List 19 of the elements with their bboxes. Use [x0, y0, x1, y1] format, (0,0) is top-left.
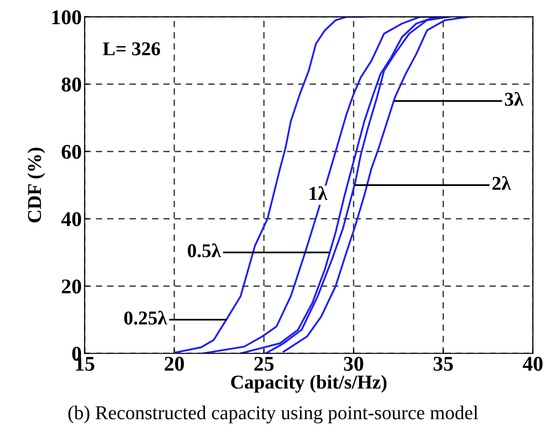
y-tick-label: 80 — [62, 78, 82, 92]
x-tick-label: 20 — [164, 356, 184, 371]
y-tick-label: 60 — [62, 144, 82, 159]
y-tick-label: 40 — [61, 212, 82, 226]
y-tick-label: 20 — [62, 279, 82, 294]
x-tick-label: 30 — [344, 356, 364, 371]
annotation: 2λ — [492, 176, 511, 190]
x-tick-label: 40 — [522, 356, 543, 371]
annotation: 3λ — [504, 92, 524, 106]
x-tick-label: 35 — [434, 356, 453, 371]
x-axis-title: Capacity (bit/s/Hz) — [231, 375, 386, 393]
annotation: 1λ — [310, 186, 328, 200]
y-axis-title: CDF (%) — [27, 148, 46, 222]
text: (b) Reconstructed capacity using point-source model — [68, 406, 478, 424]
x-tick-label: 25 — [254, 356, 274, 371]
annotation: L= 326 — [102, 42, 160, 56]
annotation: 0.25λ — [124, 310, 168, 325]
y-tick-label: 100 — [52, 10, 82, 24]
annotation: 0.5λ — [188, 243, 221, 258]
